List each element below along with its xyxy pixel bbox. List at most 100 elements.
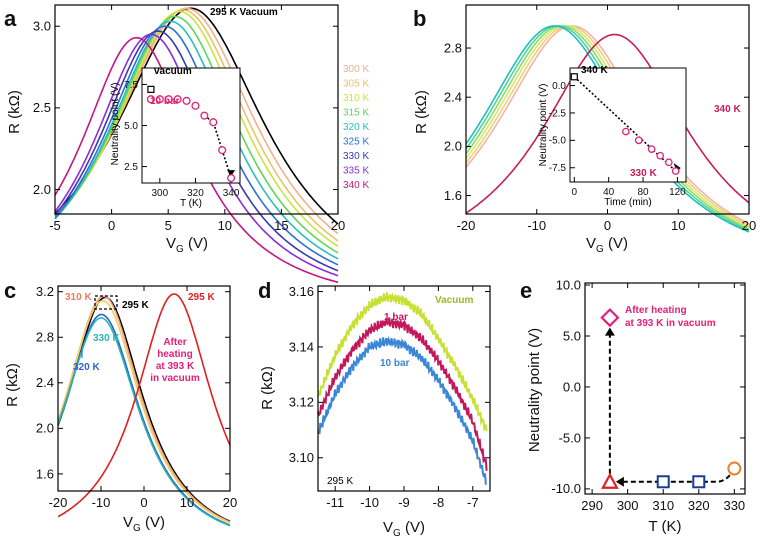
panel-a-legend-entry: 335 K <box>343 166 369 177</box>
panel-a-xtick-label: 0 <box>108 218 115 233</box>
inset-b-330-label: 330 K <box>630 168 657 179</box>
panel-c-xlabel: VG (V) <box>123 514 165 534</box>
panel-c-frame <box>57 285 231 492</box>
panel-d-y-ticks: 3.10 3.12 3.14 3.16 <box>289 284 490 465</box>
panel-a-ytick-label: 2.0 <box>33 182 51 197</box>
panel-d-ylabel: R (kΩ) <box>259 366 276 410</box>
panel-a-y-ticks: 2.0 2.5 3.0 <box>33 19 338 197</box>
panel-a-xtick-label: -5 <box>49 218 61 233</box>
panel-e-ytick-label: -10.0 <box>551 481 581 496</box>
panel-d-curve-1bar <box>317 317 488 471</box>
panel-e-xlabel: T (K) <box>648 518 681 535</box>
panel-a-legend-entry: 315 K <box>343 108 369 119</box>
panel-d-letter: d <box>258 278 271 303</box>
panel-c-xtick-label: 10 <box>180 495 194 510</box>
panel-d-xtick-label: -10 <box>360 495 379 510</box>
inset-b-x-ticks: 0 40 80 120 <box>572 177 686 198</box>
panel-d-xtick-label: -11 <box>326 495 344 510</box>
panel-b-xlabel: VG (V) <box>586 235 628 255</box>
panel-c-curve-315K <box>57 299 231 524</box>
panel-e-point-after-heating <box>600 308 620 328</box>
panel-c-ytick-label: 2.0 <box>36 421 54 436</box>
inset-b-trend-arrow <box>573 76 677 172</box>
inset-a-xtick-label: 300 <box>151 188 168 199</box>
panel-b-letter: b <box>413 6 426 31</box>
panel-a-curve-320K <box>54 20 339 260</box>
inset-a-point <box>155 95 164 104</box>
inset-a-ytick-label: 5.0 <box>124 121 138 132</box>
panel-a-xlabel: VG (V) <box>166 235 208 255</box>
panel-e-annotation-line1: After heating <box>625 305 687 316</box>
inset-b-xtick-label: 120 <box>669 187 686 198</box>
inset-b-point <box>656 151 665 160</box>
panel-e-arrows <box>604 327 736 487</box>
panel-c-y-ticks: 1.6 2.0 2.4 2.8 3.2 <box>36 284 230 481</box>
inset-a-points <box>146 85 236 183</box>
panel-d-vacuum-label: Vacuum <box>435 295 473 306</box>
panel-c-x-ticks: -20 -10 0 10 20 <box>49 286 237 510</box>
inset-b-ytick-label: 0.0 <box>552 81 566 92</box>
panel-d-ytick-label: 3.16 <box>289 284 314 299</box>
panel-a-xtick-label: 20 <box>331 218 345 233</box>
inset-b-340-label: 340 K <box>581 65 608 76</box>
panel-e-cooling-path <box>621 468 736 483</box>
panel-a-x-ticks: -5 0 5 10 15 20 <box>49 5 345 233</box>
panel-b-x-ticks: -20 -10 0 10 20 <box>457 5 756 233</box>
panel-a-frame <box>54 4 339 215</box>
inset-a-point <box>164 95 173 104</box>
panel-d-xlabel: VG (V) <box>383 519 425 539</box>
inset-a-y-ticks: 2.5 5.0 7.5 <box>124 80 147 173</box>
panel-e-frame <box>584 282 746 495</box>
panel-a-letter: a <box>4 6 17 31</box>
inset-a-point <box>227 174 236 183</box>
panel-c-ytick-label: 3.2 <box>36 284 54 299</box>
panel-e-ylabel: Neutrality point (V) <box>526 328 543 452</box>
panel-a-legend-entry: 325 K <box>343 137 369 148</box>
panel-a: a 295 K Vacuum -5 0 5 10 15 20 2.0 2.5 3.0 VG (… <box>4 4 369 284</box>
panel-e-ytick-label: 5.0 <box>563 328 581 343</box>
panel-e-heating-arrowhead <box>604 327 615 336</box>
panel-e-y-ticks: 10.0 5.0 0.0 -5.0 -10.0 <box>551 277 745 496</box>
panel-c-curve-330K <box>57 317 231 527</box>
inset-b-point <box>671 167 680 175</box>
panel-e-x-ticks: 290 300 310 320 330 <box>581 283 745 513</box>
panel-e-points <box>600 308 742 489</box>
inset-b-xtick-label: 40 <box>603 187 615 198</box>
panel-e-ytick-label: -5.0 <box>559 430 581 445</box>
panel-c-295-label: 295 K <box>122 300 149 311</box>
panel-c-330-label: 330 K <box>93 333 120 344</box>
inset-b-ytick-label: -7.5 <box>549 163 567 174</box>
panel-b-xtick-label: -20 <box>457 218 476 233</box>
panel-b-y-ticks: 1.6 2.0 2.4 2.8 <box>444 40 749 203</box>
inset-a-vacuum-point <box>147 85 155 93</box>
panel-e-point-330-K-start <box>727 461 742 476</box>
panel-c-after-295-label: 295 K <box>188 292 215 303</box>
inset-b-point <box>634 136 643 145</box>
inset-b-point <box>647 145 656 153</box>
panel-a-legend: 300 K 305 K 310 K 315 K 320 K 325 K 330 K 335 K… <box>343 64 369 191</box>
panel-d-curve-10bar <box>317 336 487 486</box>
panel-c-curves <box>57 293 231 527</box>
panel-c-zoom-box <box>94 295 118 310</box>
inset-a-point <box>218 146 227 155</box>
panel-e: e 290 300 310 320 330 10.0 5.0 0.0 -5.0 -10.0 T … <box>520 277 746 535</box>
panel-c-after-line3: at 393 K <box>156 361 195 372</box>
inset-b-ytick-label: -5.0 <box>549 136 567 147</box>
panel-d-ytick-label: 3.10 <box>289 450 314 465</box>
inset-a-ytick-label: 7.5 <box>124 80 138 91</box>
panel-d-x-ticks: -11 -10 -9 -8 -7 <box>326 286 479 510</box>
inset-a-arrowhead <box>227 170 236 177</box>
inset-a-vacuum-label: vacuum <box>154 66 192 77</box>
inset-b-ytick-label: -2.5 <box>549 108 567 119</box>
panel-a-xtick-label: 15 <box>274 218 288 233</box>
panel-e-point-295-K <box>601 472 619 489</box>
panel-b-xtick-label: 20 <box>742 218 756 233</box>
panel-a-ytick-label: 2.5 <box>33 100 51 115</box>
panel-c-after-line2: heating <box>157 349 193 360</box>
panel-c-xtick-label: 20 <box>223 495 237 510</box>
panel-e-ytick-label: 0.0 <box>563 379 581 394</box>
panel-e-cooling-arrowhead <box>615 476 624 487</box>
panel-a-legend-entry: 300 K <box>343 64 369 75</box>
inset-a-point <box>146 95 155 104</box>
